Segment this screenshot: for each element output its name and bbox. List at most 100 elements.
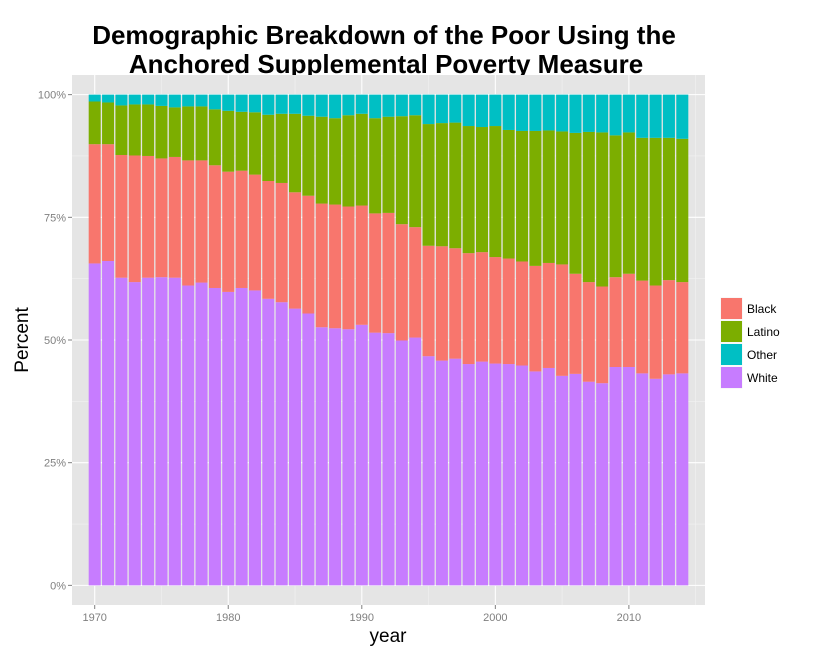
bar-latino-1992 <box>382 116 395 213</box>
bar-other-2005 <box>556 94 569 132</box>
bar-black-2011 <box>636 280 649 374</box>
legend-label-black: Black <box>747 302 777 316</box>
bar-white-2006 <box>569 373 582 586</box>
bar-black-1983 <box>262 181 275 299</box>
bar-black-2000 <box>489 257 502 364</box>
bar-latino-1997 <box>449 122 462 249</box>
bar-black-2007 <box>582 282 595 382</box>
bar-other-1989 <box>342 94 355 116</box>
bar-white-1972 <box>115 277 128 586</box>
legend-label-other: Other <box>747 348 777 362</box>
bar-black-2009 <box>609 277 622 367</box>
bar-other-1970 <box>88 94 101 102</box>
legend-swatch-latino <box>721 321 742 342</box>
bar-other-1995 <box>422 94 435 125</box>
bar-latino-1974 <box>142 104 155 156</box>
bar-white-1977 <box>182 285 195 586</box>
bar-latino-1972 <box>115 105 128 155</box>
bar-black-1999 <box>475 252 488 362</box>
bar-black-2006 <box>569 273 582 374</box>
bar-white-2003 <box>529 371 542 586</box>
bar-other-1999 <box>475 94 488 128</box>
chart-title-line-2: Anchored Supplemental Poverty Measure <box>129 49 643 79</box>
legend-swatch-other <box>721 344 742 365</box>
bar-black-1990 <box>355 205 368 325</box>
bar-white-1994 <box>409 337 422 586</box>
bar-white-1973 <box>128 282 141 586</box>
bar-black-1974 <box>142 155 155 278</box>
bar-white-1980 <box>222 291 235 586</box>
bar-latino-1990 <box>355 113 368 206</box>
legend-swatch-white <box>721 367 742 388</box>
bar-latino-1999 <box>475 127 488 253</box>
bar-white-1995 <box>422 356 435 586</box>
bar-other-2008 <box>596 94 609 133</box>
bar-latino-1983 <box>262 114 275 181</box>
bar-latino-1989 <box>342 115 355 207</box>
bar-black-1987 <box>315 203 328 328</box>
bar-other-1994 <box>409 94 422 116</box>
x-tick-label: 2010 <box>617 612 641 624</box>
legend-label-latino: Latino <box>747 325 780 339</box>
y-tick-label: 100% <box>38 90 66 102</box>
bar-white-1976 <box>168 277 181 586</box>
bar-other-1984 <box>275 94 288 114</box>
bar-latino-1986 <box>302 115 315 196</box>
bar-white-1979 <box>208 287 221 586</box>
bar-other-1992 <box>382 94 395 117</box>
bar-latino-1996 <box>435 123 448 247</box>
bar-latino-1971 <box>102 102 115 145</box>
bar-latino-1984 <box>275 113 288 183</box>
bar-white-1988 <box>329 328 342 586</box>
bar-latino-2002 <box>516 130 529 262</box>
bar-latino-2001 <box>502 129 515 259</box>
bar-black-1991 <box>369 213 382 333</box>
bar-latino-2003 <box>529 130 542 266</box>
bar-black-2003 <box>529 265 542 372</box>
legend-label-white: White <box>747 371 778 385</box>
bar-other-1977 <box>182 94 195 107</box>
bar-other-2009 <box>609 94 622 136</box>
bar-white-2009 <box>609 366 622 586</box>
bar-black-1971 <box>102 144 115 261</box>
bar-other-1976 <box>168 94 181 108</box>
bar-black-1979 <box>208 165 221 288</box>
bar-black-1988 <box>329 204 342 329</box>
bar-other-2002 <box>516 94 529 131</box>
bar-latino-1979 <box>208 109 221 166</box>
bar-other-1988 <box>329 94 342 119</box>
bar-other-1986 <box>302 94 315 116</box>
bar-latino-2004 <box>542 130 555 263</box>
bar-other-1978 <box>195 94 208 107</box>
bar-other-1974 <box>142 94 155 105</box>
x-tick-label: 1990 <box>350 612 374 624</box>
y-tick-label: 0% <box>50 580 66 592</box>
x-axis: 1970 1980 1990 2000 2010 <box>82 605 641 624</box>
y-axis-label: Percent <box>12 307 33 373</box>
bar-black-2010 <box>622 273 635 367</box>
bar-black-2004 <box>542 262 555 368</box>
bar-latino-1993 <box>395 116 408 225</box>
bar-latino-1970 <box>88 101 101 145</box>
bar-white-2001 <box>502 364 515 586</box>
bar-white-1996 <box>435 360 448 586</box>
bar-black-1998 <box>462 253 475 365</box>
bar-white-2010 <box>622 366 635 586</box>
bar-black-2002 <box>516 261 529 366</box>
bar-white-1982 <box>248 290 261 586</box>
bar-white-1990 <box>355 324 368 586</box>
bar-white-2008 <box>596 383 609 586</box>
bar-other-1971 <box>102 94 115 103</box>
legend: Black Latino Other White <box>719 296 780 390</box>
bar-black-2014 <box>676 282 689 374</box>
bar-latino-1977 <box>182 106 195 161</box>
bar-white-2000 <box>489 363 502 586</box>
y-tick-label: 50% <box>44 335 66 347</box>
bar-other-2007 <box>582 94 595 132</box>
bar-latino-1976 <box>168 107 181 157</box>
bar-other-2010 <box>622 94 635 133</box>
bar-black-1997 <box>449 248 462 359</box>
bar-other-1993 <box>395 94 408 117</box>
bar-black-1989 <box>342 206 355 330</box>
